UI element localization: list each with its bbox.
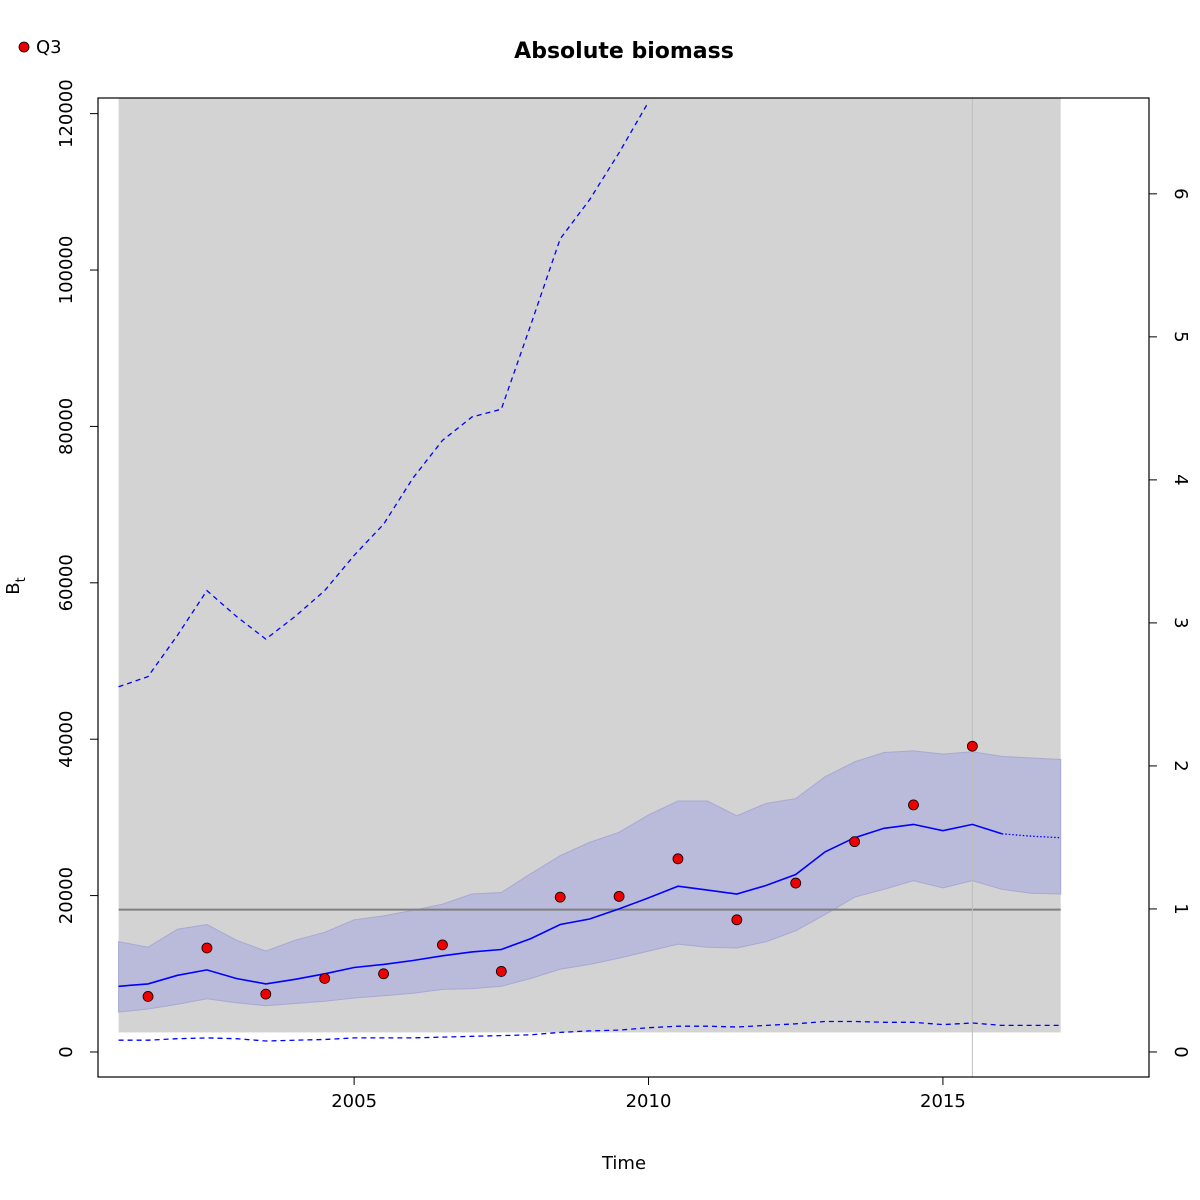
- biomass-forecast-line: [1001, 833, 1061, 839]
- y2-tick-label: 0: [1170, 1046, 1191, 1057]
- x-tick-label: 2010: [626, 1091, 672, 1112]
- legend-label-q3: Q3: [36, 37, 62, 58]
- q3-data-point: [849, 836, 861, 848]
- y-tick-label: 60000: [56, 554, 77, 611]
- x-axis-label: Time: [601, 1153, 646, 1174]
- y2-tick-label: 5: [1170, 331, 1191, 342]
- y-tick-label: 20000: [56, 867, 77, 924]
- q3-data-point: [908, 799, 919, 811]
- y-axis-label-subscript: t: [14, 577, 29, 582]
- q3-data-point: [966, 740, 978, 752]
- y2-tick-label: 4: [1170, 474, 1191, 485]
- x-tick-label: 2005: [331, 1091, 377, 1112]
- q3-data-point: [790, 877, 802, 889]
- q3-data-point: [201, 942, 213, 954]
- q3-data-point: [613, 890, 625, 902]
- y2-tick-label: 6: [1170, 188, 1191, 199]
- confidence-band: [118, 750, 1062, 1013]
- y2-tick-label: 1: [1170, 903, 1191, 914]
- y-axis-label: Bt: [3, 577, 29, 594]
- y2-tick-label: 2: [1170, 760, 1191, 771]
- y-tick-label: 40000: [56, 711, 77, 768]
- axes: 2005 2010 20150200004000060000800001000001…: [56, 79, 1191, 1112]
- q3-data-point: [319, 973, 331, 984]
- q3-data-point: [260, 988, 272, 1000]
- q3-data-point: [437, 939, 448, 951]
- legend: Q3: [18, 37, 62, 58]
- y-tick-label: 120000: [56, 79, 77, 148]
- y-tick-label: 80000: [56, 398, 77, 455]
- x-tick-label: 2015: [920, 1091, 966, 1112]
- q3-data-point: [378, 968, 389, 980]
- q3-data-point: [142, 991, 154, 1002]
- legend-marker-q3: [18, 41, 30, 53]
- plot-frame: [97, 97, 1150, 1078]
- y-tick-label: 100000: [56, 236, 77, 305]
- y2-tick-label: 3: [1170, 617, 1191, 628]
- chart-title: Absolute biomass: [514, 39, 734, 64]
- lower-bound-dashed-line: [118, 1020, 1061, 1042]
- q3-data-point: [672, 853, 684, 865]
- q3-data-point: [731, 914, 743, 926]
- q3-data-point: [554, 891, 566, 903]
- y-axis-label-main: B: [3, 582, 24, 594]
- q3-data-point: [495, 966, 507, 977]
- y-tick-label: 0: [56, 1046, 77, 1057]
- upper-bound-dashed-line: [118, 101, 650, 688]
- plot-area: [118, 98, 1062, 1077]
